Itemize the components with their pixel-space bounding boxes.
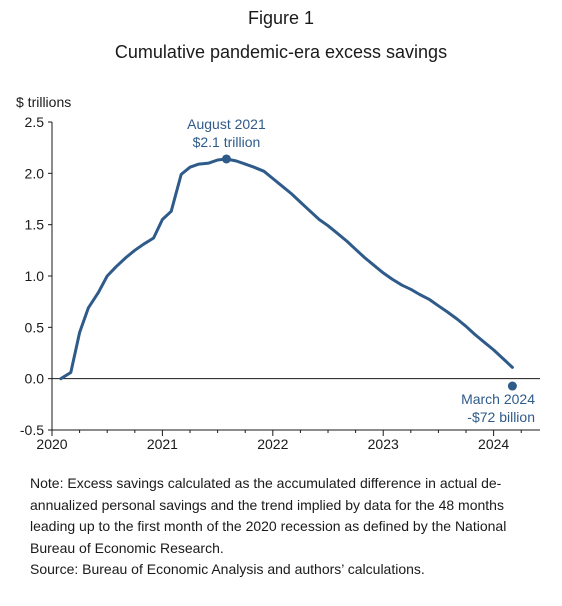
x-tick-label: 2020: [36, 436, 67, 452]
chart-axes: -0.5 0.0 0.5 1.0 1.5 2.0 2.5 2020 2021 2022 2023 20…: [16, 94, 540, 452]
peak-annotation-date: August 2021: [187, 116, 266, 132]
end-point: [507, 381, 517, 391]
excess-savings-chart: -0.5 0.0 0.5 1.0 1.5 2.0 2.5 2020 2021 2022 2023 20…: [16, 94, 540, 452]
chart-marks: August 2021 $2.1 trillion March 2024 -$72 b…: [59, 116, 535, 425]
end-annotation-value: -$72 billion: [467, 409, 535, 425]
chart-notes: Note: Excess savings calculated as the a…: [30, 473, 535, 581]
y-tick-label: 1.0: [25, 268, 45, 284]
x-tick-label: 2021: [147, 436, 178, 452]
note-text: Note: Excess savings calculated as the a…: [30, 475, 507, 556]
x-tick-label: 2023: [368, 436, 399, 452]
x-tick-label: 2022: [257, 436, 288, 452]
x-tick-label: 2024: [478, 436, 509, 452]
end-annotation-date: March 2024: [461, 391, 535, 407]
y-tick-label: 0.5: [25, 319, 45, 335]
source-text: Source: Bureau of Economic Analysis and …: [30, 561, 425, 577]
peak-point: [221, 154, 231, 164]
y-tick-label: 2.0: [25, 165, 45, 181]
y-tick-label: 1.5: [25, 217, 45, 233]
y-tick-label: 2.5: [25, 114, 45, 130]
y-axis-label: $ trillions: [16, 94, 71, 110]
series-line: [59, 157, 514, 381]
chart-title: Cumulative pandemic-era excess savings: [114, 42, 448, 62]
y-tick-label: -0.5: [20, 422, 44, 438]
peak-annotation-value: $2.1 trillion: [193, 134, 261, 150]
y-tick-label: 0.0: [25, 371, 45, 387]
figure-label: Figure 1: [247, 8, 315, 28]
